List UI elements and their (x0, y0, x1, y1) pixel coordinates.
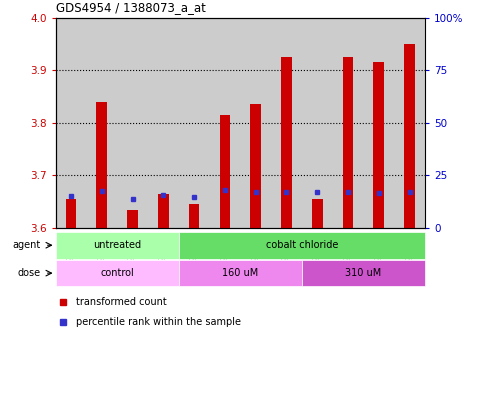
Bar (96, 102, 107, 228)
Bar (240, 18, 271, 228)
Text: untreated: untreated (93, 240, 141, 250)
Bar (189, 204, 199, 228)
Bar (179, 260, 302, 286)
Text: 310 uM: 310 uM (345, 268, 382, 278)
Bar (179, 18, 210, 228)
Bar (219, 115, 230, 228)
Text: control: control (100, 268, 134, 278)
Bar (302, 18, 333, 228)
Bar (127, 209, 138, 228)
Bar (66, 199, 76, 228)
Text: cobalt chloride: cobalt chloride (266, 240, 338, 250)
Bar (404, 44, 415, 228)
Bar (117, 18, 148, 228)
Bar (86, 18, 117, 228)
Bar (281, 57, 292, 228)
Text: 160 uM: 160 uM (222, 268, 258, 278)
Bar (179, 232, 425, 259)
Bar (56, 260, 179, 286)
Bar (302, 260, 425, 286)
Text: agent: agent (12, 240, 40, 250)
Text: transformed count: transformed count (76, 297, 167, 307)
Bar (333, 18, 364, 228)
Bar (210, 18, 240, 228)
Bar (148, 18, 179, 228)
Bar (56, 18, 86, 228)
Bar (394, 18, 425, 228)
Bar (312, 199, 323, 228)
Bar (342, 57, 354, 228)
Bar (373, 62, 384, 228)
Text: dose: dose (17, 268, 40, 278)
Text: percentile rank within the sample: percentile rank within the sample (76, 317, 241, 327)
Bar (158, 194, 169, 228)
Text: GDS4954 / 1388073_a_at: GDS4954 / 1388073_a_at (56, 2, 205, 15)
Bar (250, 105, 261, 228)
Bar (56, 232, 179, 259)
Bar (271, 18, 302, 228)
Bar (364, 18, 394, 228)
